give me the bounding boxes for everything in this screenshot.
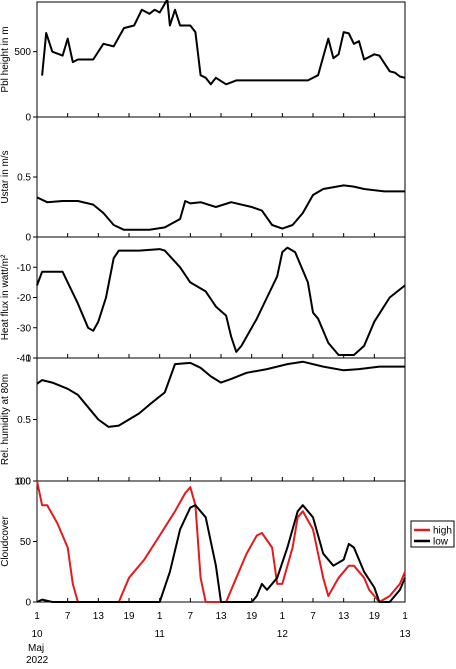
y-axis-label: Rel. humidity at 80m xyxy=(0,374,11,465)
x-tick-label: 1 xyxy=(280,611,286,622)
y-tick-label: 0.0 xyxy=(17,477,31,488)
x-tick-label: 1 xyxy=(34,611,40,622)
day-label: 12 xyxy=(277,629,289,640)
x-tick-label: 7 xyxy=(65,611,71,622)
data-line xyxy=(41,0,406,86)
x-tick-label: 13 xyxy=(338,611,350,622)
y-axis-label: Cloudcover xyxy=(0,516,11,567)
y-tick-label: -10 xyxy=(17,263,32,274)
legend-box xyxy=(410,520,455,548)
day-label: 11 xyxy=(154,629,165,640)
day-label: 10 xyxy=(31,629,43,640)
y-tick-label: 0.5 xyxy=(17,173,31,184)
x-tick-label: 1 xyxy=(157,611,163,622)
y-tick-label: -40 xyxy=(17,354,32,365)
legend-label: low xyxy=(433,537,449,548)
panel-frame xyxy=(36,480,406,603)
month-label: Maj xyxy=(28,643,44,654)
x-tick-label: 13 xyxy=(215,611,227,622)
data-line xyxy=(36,504,406,603)
y-tick-label: 500 xyxy=(14,47,31,58)
day-label: 13 xyxy=(399,629,411,640)
x-tick-label: 19 xyxy=(369,611,381,622)
y-tick-label: 0 xyxy=(25,113,31,124)
y-tick-label: 0.5 xyxy=(17,415,31,426)
year-label: 2022 xyxy=(26,655,49,664)
legend-label: high xyxy=(433,526,452,537)
y-tick-label: -30 xyxy=(17,323,32,334)
x-tick-label: 7 xyxy=(188,611,194,622)
data-line xyxy=(36,246,406,356)
data-line xyxy=(36,360,405,428)
y-tick-label: 1 xyxy=(25,354,31,365)
y-tick-label: 50 xyxy=(20,537,32,548)
data-line xyxy=(36,480,406,603)
y-tick-label: 0 xyxy=(25,598,31,609)
y-tick-label: 100 xyxy=(14,477,31,488)
x-tick-label: 1 xyxy=(402,611,408,622)
x-tick-label: 19 xyxy=(123,611,135,622)
y-axis-label: Pbl height in m xyxy=(0,26,11,92)
y-axis-label: Ustar in m/s xyxy=(0,150,11,203)
panel-frame xyxy=(36,116,406,238)
x-tick-label: 7 xyxy=(310,611,316,622)
panel-frame xyxy=(36,236,406,359)
y-axis-label: Heat flux in watt/m² xyxy=(0,254,11,340)
x-tick-label: 13 xyxy=(93,611,105,622)
data-line xyxy=(36,184,405,231)
panel-frame xyxy=(36,357,406,482)
y-tick-label: 0 xyxy=(25,233,31,244)
x-tick-label: 19 xyxy=(246,611,258,622)
y-tick-label: -20 xyxy=(17,293,32,304)
